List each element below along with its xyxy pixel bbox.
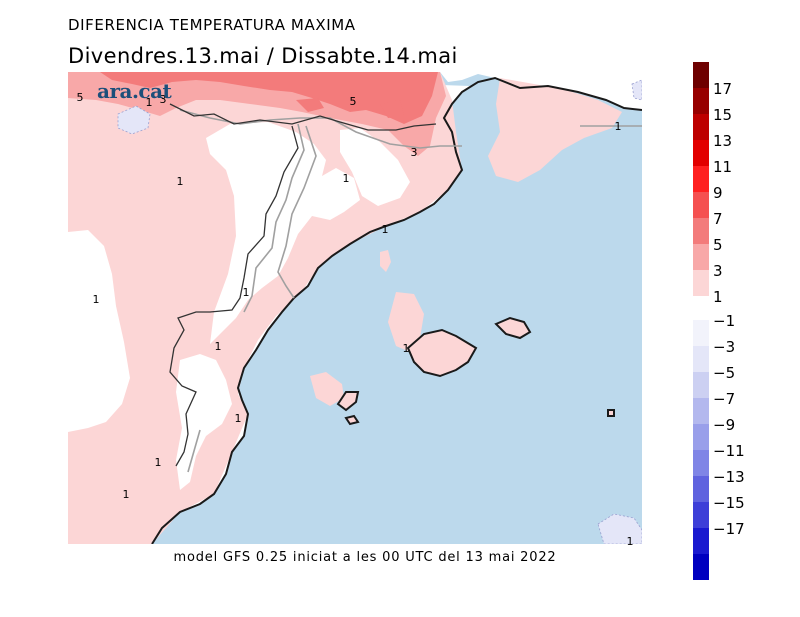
legend-swatch: [693, 88, 709, 114]
warm-anomaly-zone: [488, 78, 622, 182]
legend-swatch: [693, 270, 709, 296]
cool-anomaly-zone: [117, 105, 151, 135]
legend-label: −13: [713, 468, 745, 486]
contour-label: 1: [343, 172, 350, 185]
legend-label: 9: [713, 184, 723, 202]
legend-label: −1: [713, 312, 735, 330]
province-border: [169, 125, 299, 467]
coastline: [151, 76, 642, 544]
contour-label: 1: [215, 340, 222, 353]
contour-label: 1: [155, 456, 162, 469]
neutral-zone: [206, 122, 360, 344]
regional-border: [243, 123, 305, 313]
contour-label: 5: [77, 91, 84, 104]
contour-label: 1: [615, 120, 622, 133]
legend-swatch: [693, 218, 709, 244]
legend-swatch: [693, 450, 709, 476]
cool-anomaly-zone: [631, 79, 642, 101]
legend-label: 1: [713, 288, 723, 306]
legend-swatch: [693, 114, 709, 140]
contour-label: 3: [160, 93, 167, 106]
model-caption: model GFS 0.25 iniciat a les 00 UTC del …: [173, 550, 557, 565]
legend-label: −15: [713, 494, 745, 512]
warm-anomaly-zone-5: [100, 72, 438, 124]
color-legend: 17 15 13 11 9 7 5 3 1 −1 −3 −5 −7 −9 −11 −13 −15 −17: [693, 62, 745, 580]
map-area: [68, 72, 642, 544]
legend-label: 7: [713, 210, 723, 228]
island-formentera: [344, 414, 360, 426]
legend-swatch: [693, 140, 709, 166]
contour-label: 1: [243, 286, 250, 299]
contour-label: 5: [350, 95, 357, 108]
legend-label: 17: [713, 80, 732, 98]
legend-label: 13: [713, 132, 732, 150]
island-menorca: [494, 316, 532, 340]
neutral-zone: [68, 230, 130, 432]
legend-swatch: [693, 372, 709, 398]
regional-border: [187, 429, 201, 473]
contour-label: 1: [627, 535, 634, 548]
legend-swatch: [693, 192, 709, 218]
warm-anomaly-zone-5: [296, 98, 404, 118]
island-small: [607, 409, 615, 417]
legend-swatch: [693, 476, 709, 502]
legend-label: −3: [713, 338, 735, 356]
legend-label: 5: [713, 236, 723, 254]
province-border: [169, 103, 437, 131]
legend-swatch: [693, 502, 709, 528]
contour-label: 1: [235, 412, 242, 425]
contour-label: 1: [403, 342, 410, 355]
legend-label: −5: [713, 364, 735, 382]
legend-swatch: [693, 244, 709, 270]
contour-label: 1: [146, 96, 153, 109]
warm-anomaly-zone: [380, 250, 391, 272]
legend-swatch: [693, 554, 709, 580]
legend-label: 3: [713, 262, 723, 280]
legend-label: 15: [713, 106, 732, 124]
ara-cat-logo: ara.cat: [97, 79, 172, 103]
island-mallorca: [406, 328, 478, 378]
contour-label: 3: [411, 146, 418, 159]
legend-label: −9: [713, 416, 735, 434]
warm-anomaly-zone: [388, 292, 424, 352]
contour-label: 1: [382, 223, 389, 236]
contour-label: 1: [177, 175, 184, 188]
legend-swatch: [693, 398, 709, 424]
map-title: DIFERENCIA TEMPERATURA MAXIMA: [68, 16, 356, 34]
legend-label: −17: [713, 520, 745, 538]
legend-swatch: [693, 166, 709, 192]
neutral-zone: [340, 128, 410, 206]
cool-anomaly-zone: [597, 513, 642, 544]
island-ibiza: [336, 391, 360, 412]
legend-swatch: [693, 62, 709, 88]
legend-swatch: [693, 528, 709, 554]
contour-label: 1: [93, 293, 100, 306]
legend-swatch: [693, 424, 709, 450]
legend-label: −11: [713, 442, 745, 460]
legend-label: 11: [713, 158, 732, 176]
neutral-zone: [176, 354, 232, 490]
warm-anomaly-zone: [310, 372, 344, 406]
map-subtitle: Divendres.13.mai / Dissabte.14.mai: [68, 44, 458, 68]
legend-swatch: [693, 320, 709, 346]
contour-label: 1: [123, 488, 130, 501]
legend-label: −7: [713, 390, 735, 408]
regional-border: [277, 125, 317, 299]
legend-swatch: [693, 346, 709, 372]
